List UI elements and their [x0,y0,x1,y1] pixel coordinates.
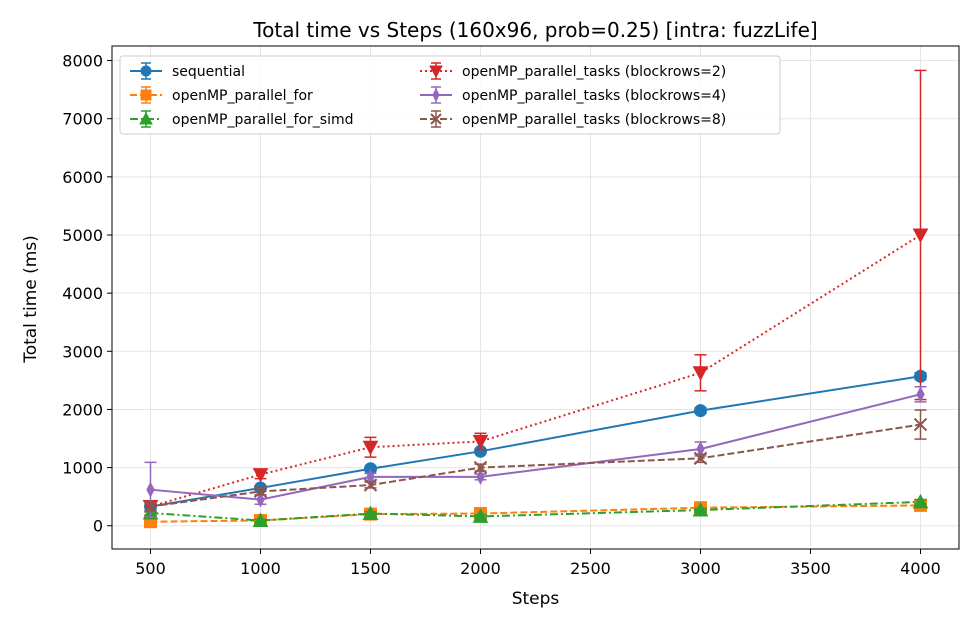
legend-marker [140,89,152,101]
legend-item-4: openMP_parallel_tasks (blockrows=2) [420,62,726,80]
data-point [143,499,158,514]
y-tick-label: 8000 [62,52,103,71]
x-tick-label: 500 [135,559,166,578]
marker-stroke [143,499,158,514]
series-line [150,504,921,523]
marker-stroke [473,460,488,475]
series-4 [142,69,929,515]
x-tick-label: 1500 [350,559,391,578]
data-point [473,460,488,475]
legend-item-1: sequential [130,62,245,80]
data-point [913,417,928,432]
data-point [692,501,709,517]
x-tick-label: 3500 [790,559,831,578]
y-tick-label: 1000 [62,459,103,478]
y-tick-label: 6000 [62,168,103,187]
series-line [150,234,922,508]
data-point [476,468,485,485]
series-layer [142,69,929,529]
data-point [692,366,709,381]
y-tick-label: 2000 [62,400,103,419]
series-5 [144,386,927,518]
data-point [252,512,269,528]
legend-marker [429,65,443,79]
data-point [916,386,925,403]
data-point [912,493,929,509]
data-point [363,478,378,492]
legend-label: openMP_parallel_for_simd [172,112,354,128]
chart-title: Total time vs Steps (160x96, prob=0.25) … [252,18,817,42]
y-tick-label: 4000 [62,284,103,303]
legend-item-3: openMP_parallel_for_simd [130,110,354,128]
x-tick-label: 2500 [570,559,611,578]
data-point [472,434,489,450]
marker-stroke [913,417,928,432]
legend-label: openMP_parallel_tasks (blockrows=8) [462,112,726,128]
y-tick-label: 3000 [62,342,103,361]
legend: sequential openMP_parallel_for openMP_para… [119,55,781,135]
legend-label: openMP_parallel_tasks (blockrows=2) [462,64,726,80]
data-point [362,440,379,456]
legend-label: openMP_parallel_tasks (blockrows=4) [462,88,726,104]
legend-marker [430,113,442,125]
series-line [150,375,921,508]
legend-marker [432,87,440,103]
data-point [252,468,269,483]
plot-frame [111,45,960,550]
axes: 500 1000 1500 2000 2500 3000 3500 4000 0 1000 2000… [62,45,960,578]
y-tick-label: 7000 [62,110,103,129]
y-axis-label: Total time (ms) [21,235,41,364]
data-point [472,508,489,523]
data-point [693,451,708,465]
data-point [912,228,929,244]
x-tick-label: 2000 [460,559,501,578]
series-6 [143,409,928,514]
legend-marker [139,111,153,125]
data-point [253,484,268,499]
series-line [150,393,921,501]
series-line [150,423,921,508]
legend-label: sequential [172,64,245,80]
x-tick-label: 1000 [240,559,281,578]
legend-label: openMP_parallel_for [172,88,313,104]
x-tick-label: 4000 [900,559,941,578]
marker-stroke [430,113,442,125]
data-point [694,404,707,418]
marker-stroke [253,484,268,499]
legend-marker [140,65,152,77]
x-tick-label: 3000 [680,559,721,578]
data-point [256,491,265,508]
marker-stroke [363,478,378,492]
legend-item-5: openMP_parallel_tasks (blockrows=4) [420,86,726,104]
legend-item-2: openMP_parallel_for [130,86,313,104]
x-axis-label: Steps [512,589,560,609]
y-tick-label: 5000 [62,226,103,245]
marker-stroke [693,451,708,465]
series-line [150,500,921,522]
data-point [146,481,155,498]
data-point [362,505,379,521]
legend-item-6: openMP_parallel_tasks (blockrows=8) [420,110,726,128]
y-tick-label: 0 [93,517,103,536]
